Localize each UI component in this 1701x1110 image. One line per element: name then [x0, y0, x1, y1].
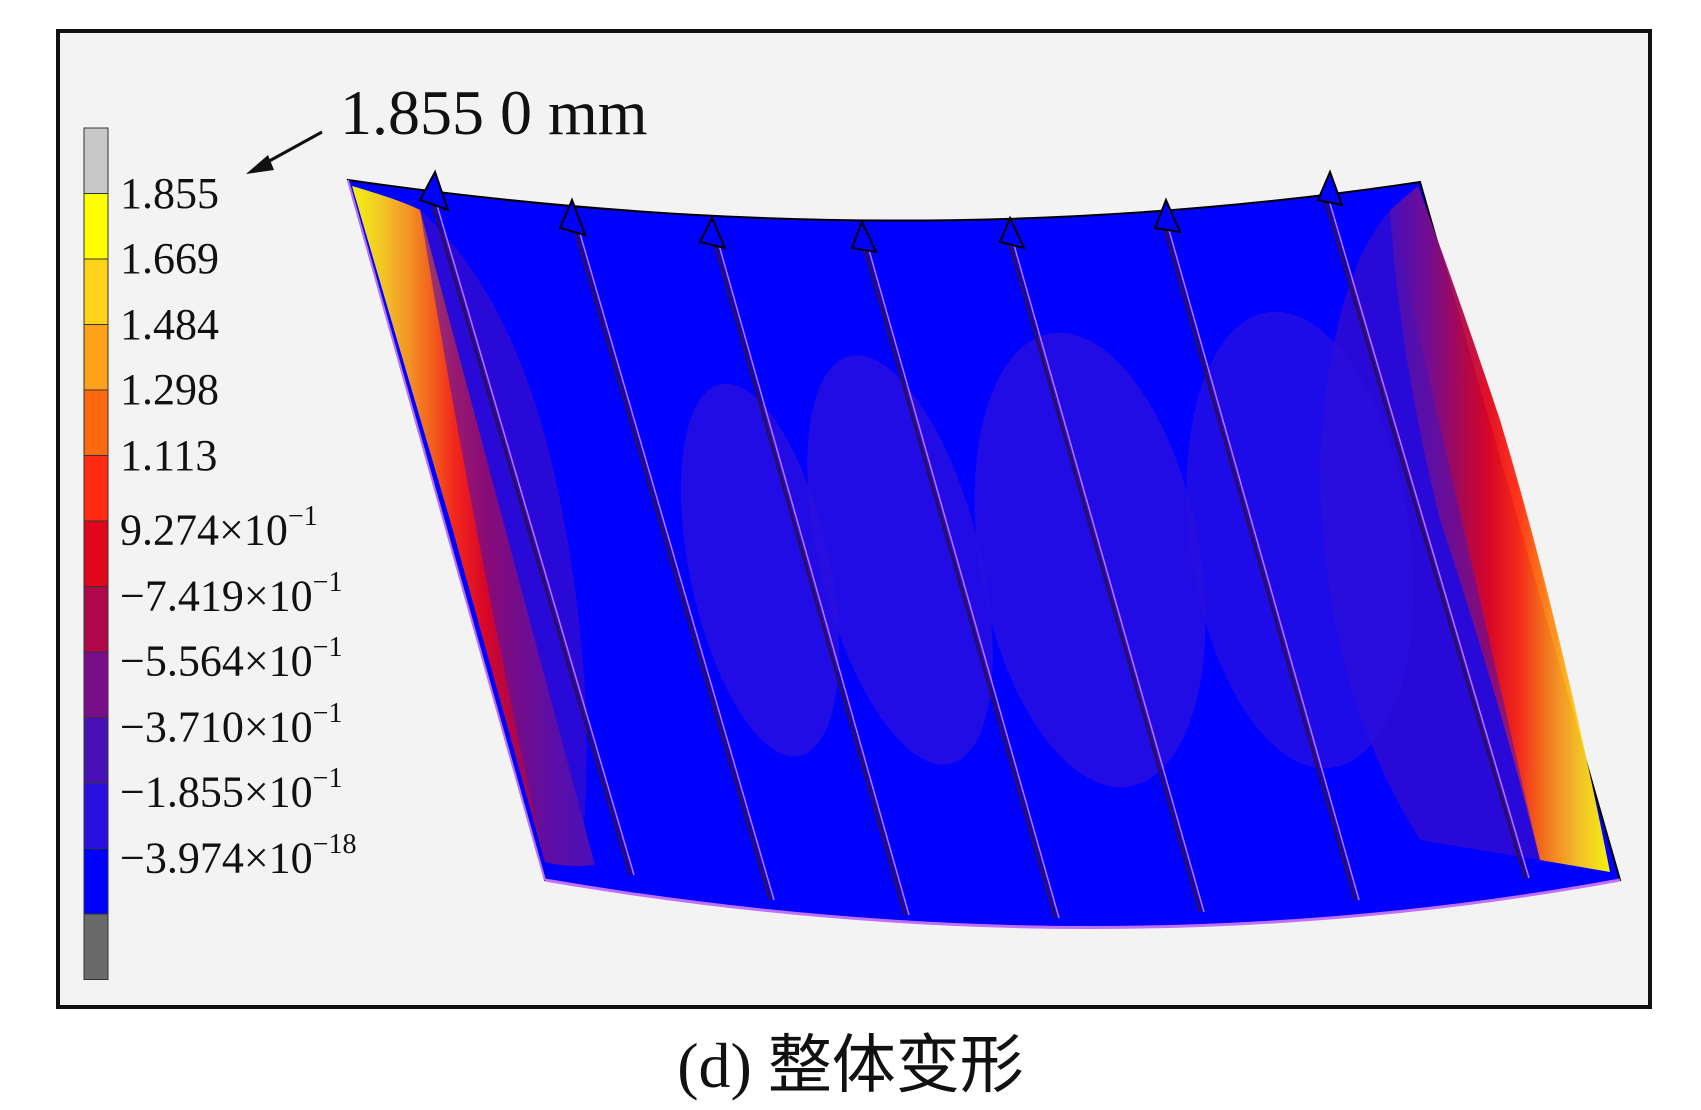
legend-swatch-top: [83, 127, 109, 194]
figure-caption: (d) 整体变形: [677, 1030, 1024, 1101]
panel-bottom-edge: [544, 878, 1621, 929]
legend-swatch-bottom: [83, 913, 109, 980]
contour-mid-1: [680, 383, 840, 757]
legend-swatch-9: [83, 782, 109, 849]
legend-swatch-7: [83, 651, 109, 718]
legend-label-6: −7.419×10−1: [120, 566, 343, 621]
legend-swatch-2: [83, 324, 109, 391]
legend-label-7: −5.564×10−1: [120, 632, 343, 686]
legend-swatch-3: [83, 389, 109, 456]
legend-label-4: 1.113: [120, 430, 218, 480]
contour-left-band: [420, 210, 587, 865]
legend-colorbar: [83, 127, 109, 980]
legend-label-5: 9.274×10−1: [120, 501, 318, 555]
legend-swatch-6: [83, 586, 109, 653]
contour-mid-4: [1186, 311, 1414, 769]
legend-label-10: −3.974×10−18: [120, 828, 357, 883]
legend-label-2: 1.484: [120, 299, 219, 349]
legend-label-8: −3.710×10−1: [120, 697, 343, 752]
contour-mid-3: [974, 332, 1206, 788]
legend-label-3: 1.298: [120, 365, 219, 414]
contour-right-hot: [1390, 186, 1610, 872]
legend-swatch-4: [83, 455, 109, 522]
legend-swatch-5: [83, 520, 109, 587]
legend-label-1: 1.669: [120, 234, 219, 283]
contour-mid-2: [807, 355, 993, 765]
legend-label-9: −1.855×10−1: [120, 763, 343, 817]
legend-swatch-8: [83, 717, 109, 784]
stiffener-ribs-highlight: [433, 194, 1530, 919]
legend-swatch-0: [83, 193, 109, 260]
rib-caps: [418, 169, 1344, 254]
panel-left-edge: [347, 179, 546, 881]
legend-label-0: 1.855: [120, 168, 219, 218]
legend-swatch-10: [83, 848, 109, 915]
legend-swatch-1: [83, 258, 109, 325]
stiffener-ribs: [428, 194, 1527, 919]
max-deformation-callout: 1.855 0 mm: [340, 77, 648, 148]
callout-arrow: [246, 130, 323, 174]
